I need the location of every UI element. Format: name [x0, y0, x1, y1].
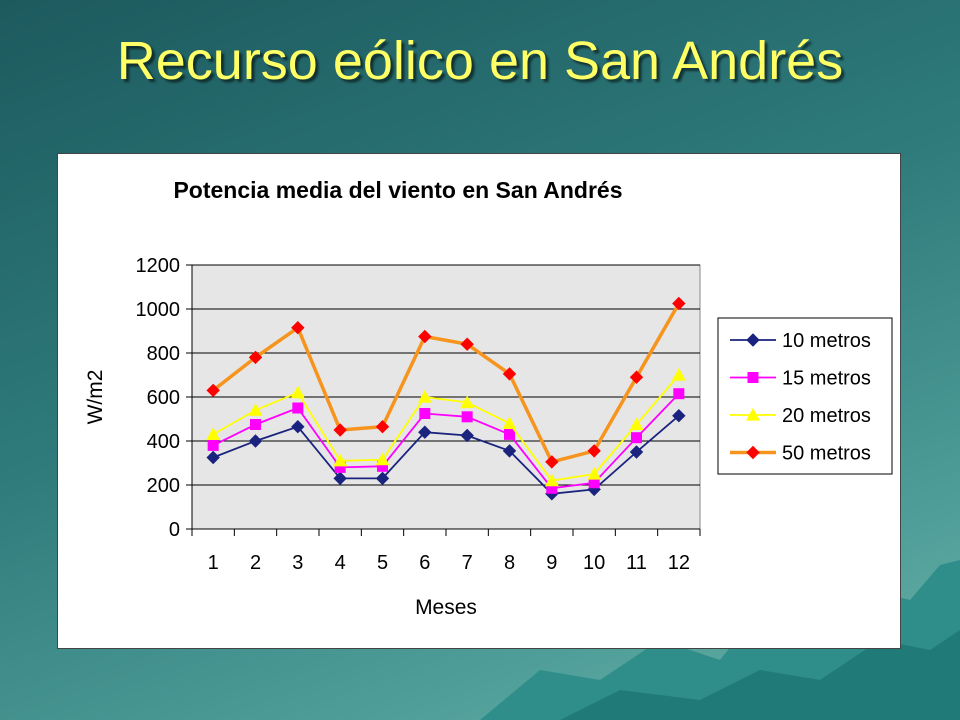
y-tick-label: 200 [147, 475, 180, 497]
x-axis-title: Meses [415, 596, 477, 619]
series-line [212, 374, 680, 482]
data-point [587, 444, 601, 458]
legend-entry: 20 metros [730, 405, 871, 427]
y-tick-label: 400 [147, 431, 180, 453]
data-point [333, 471, 347, 486]
y-tick-label: 1000 [136, 299, 181, 321]
data-point [248, 350, 263, 365]
data-point [672, 408, 686, 423]
legend-label: 50 metros [782, 443, 871, 465]
data-point [544, 473, 559, 487]
data-point [419, 408, 431, 419]
data-point [461, 411, 473, 423]
series-3 [206, 296, 686, 469]
legend-entry: 15 metros [730, 368, 871, 390]
data-point [290, 385, 305, 399]
data-point [248, 434, 263, 448]
data-point [460, 395, 475, 409]
y-tick-label: 800 [147, 343, 180, 365]
series-line [212, 393, 680, 490]
x-tick-label: 11 [626, 552, 647, 574]
data-point [418, 329, 432, 344]
data-point [207, 439, 219, 451]
data-point [460, 337, 474, 351]
data-point [546, 482, 558, 494]
data-point [375, 471, 390, 486]
y-tick-label: 600 [147, 387, 180, 409]
chart-title: Potencia media del viento en San Andrés [173, 177, 622, 203]
data-point [291, 419, 305, 434]
series-line [212, 415, 680, 495]
x-tick-label: 8 [504, 552, 515, 574]
x-tick-label: 12 [668, 552, 690, 574]
series-1 [207, 388, 685, 494]
x-tick-label: 9 [546, 552, 557, 574]
data-point [504, 428, 515, 440]
data-point [629, 417, 644, 431]
data-point [206, 450, 220, 465]
data-point [460, 428, 474, 443]
data-point [292, 402, 304, 414]
series-0 [206, 408, 686, 501]
series-2 [206, 368, 686, 487]
y-tick-label: 1200 [136, 255, 181, 277]
data-point [672, 296, 686, 311]
slide-title: Recurso eólico en San Andrés [116, 31, 844, 91]
data-point [502, 416, 517, 429]
x-tick-label: 4 [335, 552, 346, 574]
x-tick-label: 7 [462, 552, 473, 574]
data-point [587, 467, 602, 480]
data-point [418, 425, 432, 439]
data-point [206, 427, 221, 440]
line-chart: Potencia media del viento en San Andrés … [84, 177, 893, 619]
series-line [212, 302, 681, 464]
data-point [375, 419, 390, 434]
legend-entry: 10 metros [730, 330, 871, 352]
x-tick-label: 2 [250, 552, 261, 574]
data-point [333, 453, 348, 467]
data-point [333, 423, 347, 437]
data-point [502, 444, 517, 458]
legend-marker [746, 333, 760, 347]
data-point [206, 383, 220, 398]
chart-container: Potencia media del viento en San Andrés … [57, 153, 901, 649]
x-tick-label: 6 [419, 552, 430, 574]
data-point [502, 367, 517, 381]
data-point [334, 461, 346, 473]
data-point [375, 452, 390, 466]
legend-marker [746, 445, 760, 460]
data-point [671, 368, 686, 381]
x-tick-label: 3 [292, 552, 303, 574]
data-point [629, 445, 644, 459]
data-point [631, 432, 642, 444]
x-tick-label: 1 [208, 552, 219, 574]
x-tick-label: 10 [583, 552, 605, 574]
y-tick-label: 0 [169, 519, 180, 541]
data-point [673, 388, 685, 400]
data-point [588, 477, 600, 489]
legend-marker [747, 372, 759, 383]
legend-label: 15 metros [782, 368, 871, 390]
data-point [291, 320, 305, 335]
data-point [417, 390, 432, 403]
data-point [545, 455, 559, 469]
legend-entry: 50 metros [730, 443, 871, 465]
data-point [629, 370, 644, 384]
legend-label: 20 metros [782, 405, 871, 427]
legend-marker [746, 408, 760, 421]
legend-box [717, 317, 893, 475]
data-point [250, 419, 261, 430]
data-point [248, 403, 263, 416]
data-point [377, 460, 388, 472]
x-tick-label: 5 [377, 552, 388, 574]
legend-label: 10 metros [782, 330, 871, 352]
y-axis-title: W/m2 [84, 370, 107, 425]
